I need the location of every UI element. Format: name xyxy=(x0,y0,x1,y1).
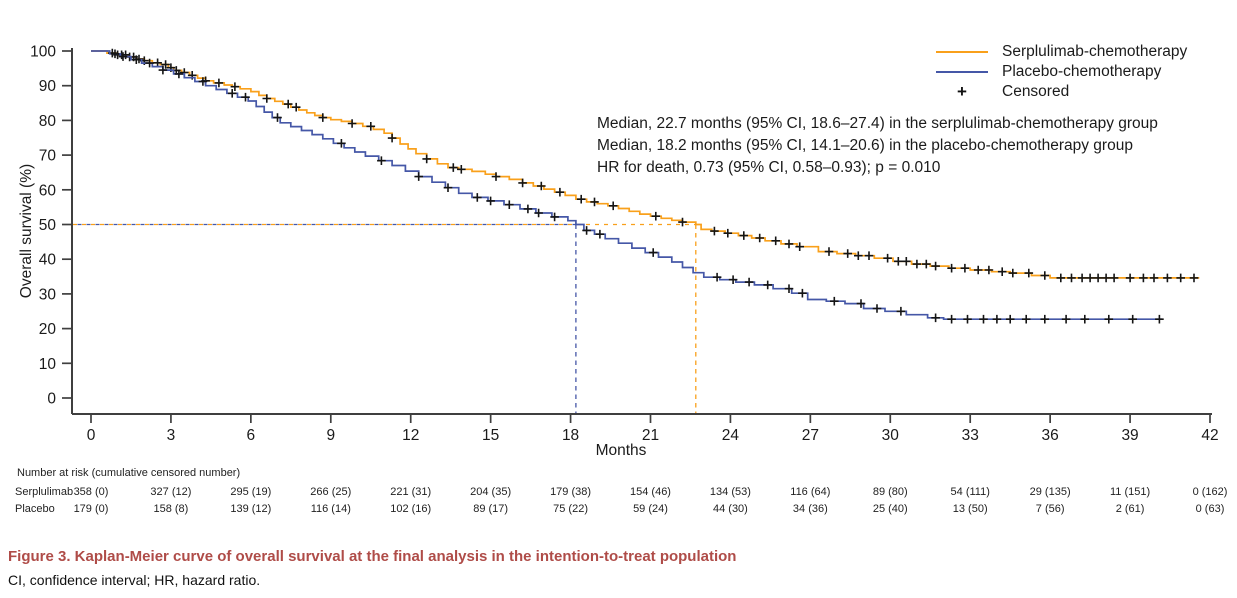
risk-cell: 102 (16) xyxy=(390,503,432,515)
legend-label: Placebo-chemotherapy xyxy=(1002,63,1162,80)
x-tick-label: 39 xyxy=(1121,427,1138,444)
risk-cell: 59 (24) xyxy=(633,503,668,515)
risk-cell: 89 (17) xyxy=(473,503,509,515)
y-tick-label: 10 xyxy=(39,356,57,373)
x-tick-label: 27 xyxy=(802,427,819,444)
y-tick-label: 100 xyxy=(30,44,56,61)
annotation-hazard-ratio: HR for death, 0.73 (95% CI, 0.58–0.93); … xyxy=(597,159,941,176)
x-tick-label: 0 xyxy=(87,427,96,444)
x-tick-label: 36 xyxy=(1042,427,1059,444)
risk-row-label-serplulimab: Serplulimab xyxy=(15,486,74,498)
annotation-block: Median, 22.7 months (95% CI, 18.6–27.4) … xyxy=(597,113,1158,179)
risk-cell: 75 (22) xyxy=(553,503,588,515)
risk-cell: 0 (63) xyxy=(1195,503,1225,515)
y-tick-label: 50 xyxy=(39,217,57,234)
risk-cell: 327 (12) xyxy=(150,486,192,498)
median-reference-lines xyxy=(73,223,697,413)
x-tick-label: 15 xyxy=(482,427,499,444)
annotation-median-serplulimab: Median, 22.7 months (95% CI, 18.6–27.4) … xyxy=(597,115,1158,132)
censor-marks xyxy=(110,49,1164,324)
risk-cell: 44 (30) xyxy=(712,503,748,515)
x-axis-title: Months xyxy=(595,442,647,459)
axes xyxy=(71,48,1212,415)
y-tick-label: 20 xyxy=(39,321,57,338)
legend: Serplulimab-chemotherapy Placebo-chemoth… xyxy=(936,42,1187,102)
risk-cell: 158 (8) xyxy=(153,503,189,515)
risk-cell: 116 (14) xyxy=(310,503,351,515)
risk-cell: 89 (80) xyxy=(872,486,908,498)
risk-cell: 116 (64) xyxy=(790,486,831,498)
x-tick-label: 42 xyxy=(1201,427,1218,444)
placebo-line-swatch xyxy=(936,71,988,73)
y-tick-label: 0 xyxy=(47,391,56,408)
figure-caption-footnote: CI, confidence interval; HR, hazard rati… xyxy=(8,572,261,588)
x-tick-label: 24 xyxy=(722,427,740,444)
risk-cell: 25 (40) xyxy=(872,503,908,515)
legend-row-censored: + Censored xyxy=(936,82,1187,102)
x-tick-label: 33 xyxy=(962,427,979,444)
figure-caption-title: Figure 3. Kaplan-Meier curve of overall … xyxy=(8,548,737,565)
y-tick-label: 80 xyxy=(39,113,57,130)
risk-cell: 34 (36) xyxy=(792,503,828,515)
serplulimab-line-swatch xyxy=(936,51,988,53)
risk-cell: 139 (12) xyxy=(230,503,272,515)
survival-curve xyxy=(91,50,1162,321)
legend-label: Serplulimab-chemotherapy xyxy=(1002,43,1188,60)
risk-cell: 13 (50) xyxy=(952,503,988,515)
x-tick-label: 9 xyxy=(326,427,335,444)
tick-marks xyxy=(62,50,1211,423)
y-tick-label: 90 xyxy=(39,78,57,95)
y-tick-label: 40 xyxy=(39,252,57,269)
risk-cell: 7 (56) xyxy=(1035,503,1065,515)
risk-cell: 29 (135) xyxy=(1029,486,1071,498)
risk-cell: 179 (0) xyxy=(73,503,109,515)
y-axis-title: Overall survival (%) xyxy=(18,163,35,299)
risk-cell: 204 (35) xyxy=(470,486,512,498)
risk-cell: 154 (46) xyxy=(630,486,671,498)
y-tick-label: 60 xyxy=(39,182,57,199)
risk-cell: 134 (53) xyxy=(709,486,751,498)
risk-cell: 11 (151) xyxy=(1109,486,1151,498)
y-tick-label: 70 xyxy=(39,148,57,165)
legend-label: Censored xyxy=(1002,83,1070,100)
annotation-median-placebo: Median, 18.2 months (95% CI, 14.1–20.6) … xyxy=(597,137,1133,154)
risk-cell: 179 (38) xyxy=(550,486,592,498)
legend-row-placebo: Placebo-chemotherapy xyxy=(936,62,1187,82)
risk-cell: 2 (61) xyxy=(1115,503,1145,515)
x-tick-label: 21 xyxy=(642,427,659,444)
risk-cell: 266 (25) xyxy=(310,486,352,498)
censored-plus-icon: + xyxy=(957,82,967,101)
risk-table-header: Number at risk (cumulative censored numb… xyxy=(17,467,241,479)
legend-row-serplulimab: Serplulimab-chemotherapy xyxy=(936,42,1187,62)
risk-cell: 221 (31) xyxy=(390,486,432,498)
x-tick-label: 18 xyxy=(562,427,579,444)
x-tick-label: 3 xyxy=(167,427,176,444)
survival-curve xyxy=(91,50,1200,279)
x-tick-label: 30 xyxy=(882,427,900,444)
risk-row-label-placebo: Placebo xyxy=(15,503,55,515)
risk-cell: 358 (0) xyxy=(73,486,109,498)
risk-cell: 54 (111) xyxy=(950,486,990,498)
y-tick-label: 30 xyxy=(39,286,57,303)
x-tick-label: 6 xyxy=(247,427,256,444)
x-tick-label: 12 xyxy=(402,427,419,444)
risk-cell: 0 (162) xyxy=(1192,486,1228,498)
risk-cell: 295 (19) xyxy=(230,486,272,498)
